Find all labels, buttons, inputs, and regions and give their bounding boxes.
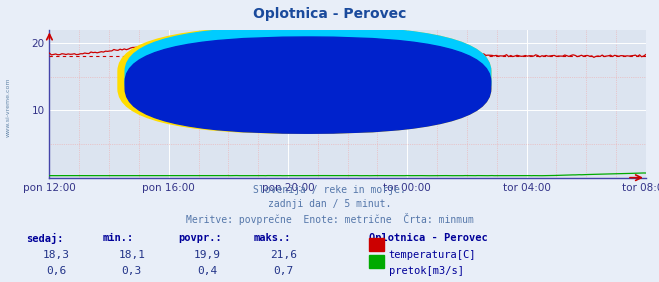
Text: zadnji dan / 5 minut.: zadnji dan / 5 minut. [268,199,391,209]
Text: 0,3: 0,3 [122,266,142,276]
Text: Oplotnica - Perovec: Oplotnica - Perovec [253,7,406,21]
Text: Oplotnica - Perovec: Oplotnica - Perovec [369,233,488,243]
Text: maks.:: maks.: [254,233,291,243]
Text: pretok[m3/s]: pretok[m3/s] [389,266,464,276]
Text: 21,6: 21,6 [270,250,297,259]
FancyBboxPatch shape [125,37,491,133]
Text: min.:: min.: [102,233,133,243]
Text: www.si-vreme.com: www.si-vreme.com [6,78,11,137]
Text: 18,1: 18,1 [119,250,145,259]
Text: 0,4: 0,4 [198,266,217,276]
Text: 18,3: 18,3 [43,250,69,259]
Text: povpr.:: povpr.: [178,233,221,243]
FancyBboxPatch shape [125,27,491,127]
Text: temperatura[C]: temperatura[C] [389,250,476,259]
Text: Meritve: povprečne  Enote: metrične  Črta: minmum: Meritve: povprečne Enote: metrične Črta:… [186,213,473,225]
Text: 0,7: 0,7 [273,266,293,276]
FancyBboxPatch shape [118,27,491,133]
Text: 0,6: 0,6 [46,266,66,276]
Text: 19,9: 19,9 [194,250,221,259]
Text: sedaj:: sedaj: [26,233,64,244]
Text: www.si-vreme.com: www.si-vreme.com [237,103,459,122]
Text: Slovenija / reke in morje.: Slovenija / reke in morje. [253,185,406,195]
